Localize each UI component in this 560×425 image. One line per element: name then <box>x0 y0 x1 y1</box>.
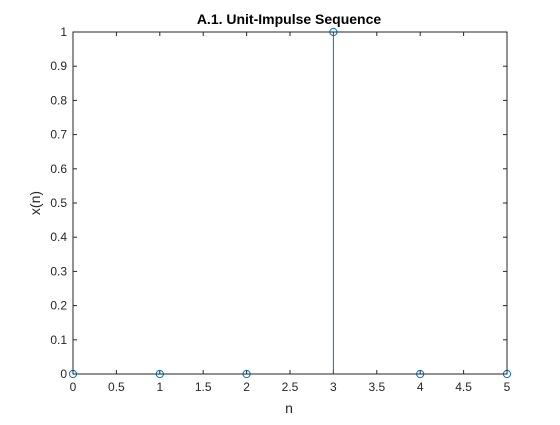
x-axis: 0 0.5 1 1.5 2 2.5 3 3.5 4 4.5 5 <box>70 32 511 394</box>
plot-area <box>73 32 507 374</box>
y-tick-label: 1 <box>60 25 67 39</box>
y-tick-label: 0.8 <box>50 93 67 107</box>
x-tick-label: 1 <box>156 380 163 394</box>
axes-box <box>72 31 508 375</box>
x-tick-label: 3.5 <box>368 380 385 394</box>
y-tick-label: 0.7 <box>50 128 67 142</box>
y-tick-label: 0.3 <box>50 264 67 278</box>
y-tick-label: 0.5 <box>50 196 67 210</box>
x-axis-label: n <box>285 400 293 416</box>
x-tick-label: 4.5 <box>455 380 472 394</box>
chart-title: A.1. Unit-Impulse Sequence <box>197 11 382 27</box>
x-tick-label: 1.5 <box>195 380 212 394</box>
x-tick-label: 5 <box>504 380 511 394</box>
x-tick-label: 4 <box>417 380 424 394</box>
y-tick-label: 0.2 <box>50 299 67 313</box>
y-axis: 0 0.1 0.2 0.3 0.4 0.5 0.6 0.7 0.8 0.9 1 <box>50 25 507 381</box>
x-tick-label: 3 <box>330 380 337 394</box>
y-tick-label: 0.9 <box>50 59 67 73</box>
y-tick-label: 0 <box>60 367 67 381</box>
x-tick-label: 2.5 <box>282 380 299 394</box>
x-tick-label: 2 <box>243 380 250 394</box>
y-axis-label: x(n) <box>27 191 43 215</box>
y-tick-label: 0.1 <box>50 333 67 347</box>
y-tick-label: 0.4 <box>50 230 67 244</box>
y-tick-label: 0.6 <box>50 162 67 176</box>
x-tick-label: 0.5 <box>108 380 125 394</box>
x-tick-label: 0 <box>70 380 77 394</box>
